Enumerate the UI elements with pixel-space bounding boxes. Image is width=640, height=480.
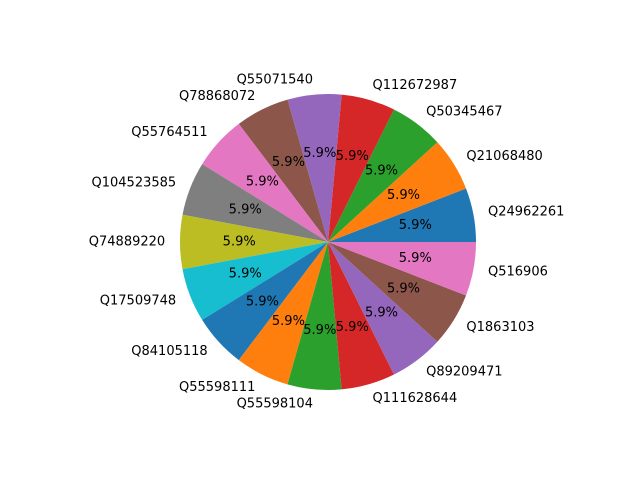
pie-slice-Q74889220 xyxy=(180,214,328,270)
percent-label-Q112672987: 5.9% xyxy=(336,149,369,164)
category-label-Q55598104: Q55598104 xyxy=(237,397,313,412)
category-label-Q112672987: Q112672987 xyxy=(373,78,458,93)
category-label-Q1863103: Q1863103 xyxy=(466,320,534,335)
category-label-Q17509748: Q17509748 xyxy=(100,293,176,308)
pie-slice-Q112672987 xyxy=(328,94,394,242)
category-label-Q74889220: Q74889220 xyxy=(89,235,165,250)
percent-label-Q78868072: 5.9% xyxy=(272,155,305,170)
pie-slice-Q55598111 xyxy=(238,242,328,385)
pie-slices xyxy=(180,93,476,391)
pie-slice-Q50345467 xyxy=(328,109,438,243)
percent-label-Q24962261: 5.9% xyxy=(399,218,432,233)
pie-slice-Q89209471 xyxy=(328,242,438,375)
percent-label-Q89209471: 5.9% xyxy=(365,305,398,320)
pie-slice-Q516906 xyxy=(328,242,476,296)
category-label-Q84105118: Q84105118 xyxy=(131,344,207,359)
pie-slice-Q55598104 xyxy=(287,242,342,391)
category-label-Q55071540: Q55071540 xyxy=(237,72,313,87)
percent-label-Q104523585: 5.9% xyxy=(229,202,262,217)
pie-slice-Q21068480 xyxy=(328,142,467,242)
percent-label-Q111628644: 5.9% xyxy=(336,320,369,335)
category-label-Q24962261: Q24962261 xyxy=(488,205,564,220)
percent-label-Q55598111: 5.9% xyxy=(272,314,305,329)
category-label-Q50345467: Q50345467 xyxy=(426,105,502,120)
percent-label-Q21068480: 5.9% xyxy=(387,188,420,203)
pie-slice-Q84105118 xyxy=(202,242,328,361)
percent-label-Q55071540: 5.9% xyxy=(303,146,336,161)
category-label-Q516906: Q516906 xyxy=(488,264,548,279)
category-labels: Q24962261 Q21068480 Q50345467 Q112672987 Q55… xyxy=(89,72,565,411)
percent-label-Q1863103: 5.9% xyxy=(387,281,420,296)
category-label-Q55598111: Q55598111 xyxy=(179,380,255,395)
percent-label-Q74889220: 5.9% xyxy=(223,235,256,250)
percent-label-Q55598104: 5.9% xyxy=(303,323,336,338)
category-label-Q104523585: Q104523585 xyxy=(92,176,177,191)
category-label-Q55764511: Q55764511 xyxy=(131,125,207,140)
percent-label-Q84105118: 5.9% xyxy=(246,294,279,309)
percent-label-Q17509748: 5.9% xyxy=(229,267,262,282)
category-label-Q21068480: Q21068480 xyxy=(466,149,542,164)
pie-slice-Q24962261 xyxy=(328,188,476,242)
category-label-Q111628644: Q111628644 xyxy=(373,391,458,406)
category-label-Q78868072: Q78868072 xyxy=(179,89,255,104)
pie-slice-Q1863103 xyxy=(328,242,467,342)
pie-slice-Q17509748 xyxy=(182,242,328,320)
percent-label-Q516906: 5.9% xyxy=(399,251,432,266)
percent-labels: 5.9%5.9%5.9%5.9%5.9%5.9%5.9%5.9%5.9%5.9%… xyxy=(223,146,432,338)
category-label-Q89209471: Q89209471 xyxy=(426,364,502,379)
percent-label-Q50345467: 5.9% xyxy=(365,164,398,179)
pie-slice-Q78868072 xyxy=(238,99,328,243)
pie-slice-Q111628644 xyxy=(328,242,394,390)
pie-slice-Q55764511 xyxy=(202,123,328,242)
pie-slice-Q104523585 xyxy=(182,164,328,242)
pie-slice-Q55071540 xyxy=(287,93,342,242)
percent-label-Q55764511: 5.9% xyxy=(246,175,279,190)
